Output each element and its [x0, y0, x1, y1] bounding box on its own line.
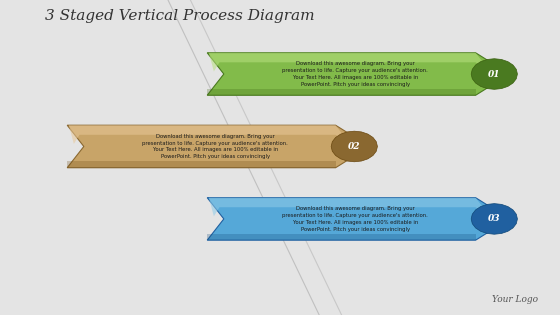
- Text: 02: 02: [348, 142, 361, 151]
- Text: 01: 01: [488, 70, 501, 78]
- Polygon shape: [471, 59, 517, 89]
- Text: Download this awesome diagram. Bring your
presentation to life. Capture your aud: Download this awesome diagram. Bring you…: [282, 206, 428, 232]
- Polygon shape: [209, 53, 489, 72]
- Polygon shape: [207, 198, 510, 240]
- Text: 3 Staged Vertical Process Diagram: 3 Staged Vertical Process Diagram: [45, 9, 314, 23]
- Text: Download this awesome diagram. Bring your
presentation to life. Capture your aud: Download this awesome diagram. Bring you…: [142, 134, 288, 159]
- Polygon shape: [471, 203, 517, 234]
- Polygon shape: [207, 53, 510, 95]
- Text: Your Logo: Your Logo: [492, 295, 538, 304]
- Polygon shape: [331, 131, 377, 162]
- Polygon shape: [209, 198, 489, 216]
- Polygon shape: [67, 161, 335, 168]
- Polygon shape: [69, 125, 349, 144]
- Polygon shape: [67, 125, 370, 168]
- Polygon shape: [207, 234, 475, 240]
- Polygon shape: [207, 89, 475, 95]
- Text: 03: 03: [488, 215, 501, 223]
- Text: Download this awesome diagram. Bring your
presentation to life. Capture your aud: Download this awesome diagram. Bring you…: [282, 61, 428, 87]
